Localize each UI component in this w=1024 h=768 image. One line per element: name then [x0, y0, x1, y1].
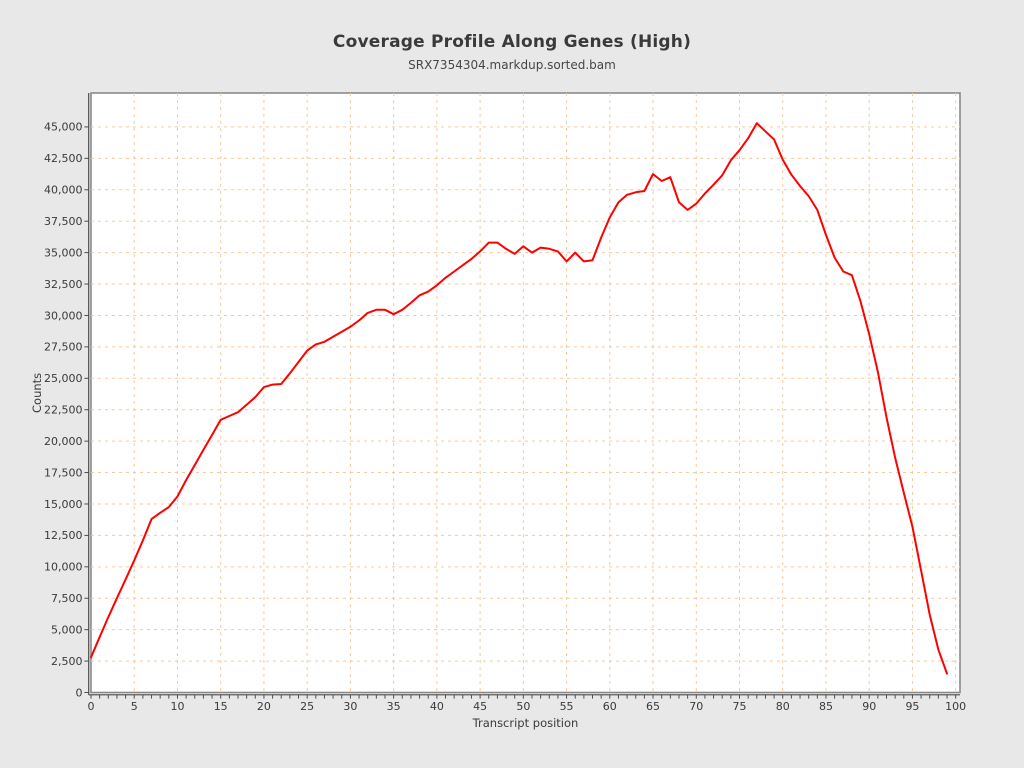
svg-text:35: 35: [387, 700, 401, 713]
svg-text:5: 5: [131, 700, 138, 713]
svg-text:50: 50: [516, 700, 530, 713]
svg-text:20,000: 20,000: [44, 435, 83, 448]
svg-text:25,000: 25,000: [44, 372, 83, 385]
svg-text:0: 0: [76, 686, 83, 699]
svg-text:17,500: 17,500: [44, 466, 83, 479]
svg-text:2,500: 2,500: [51, 655, 83, 668]
svg-text:22,500: 22,500: [44, 404, 83, 417]
x-axis-tick-labels: 0 5 10 15 20 25 30 35 40 45 50 55 60 65 70 75 80 85 90 95 10…: [88, 700, 967, 713]
svg-text:90: 90: [862, 700, 876, 713]
coverage-line: [90, 122, 948, 675]
chart-subtitle: SRX7354304.markdup.sorted.bam: [408, 58, 616, 72]
svg-text:85: 85: [819, 700, 833, 713]
gridlines: [91, 93, 960, 693]
plot-area: [90, 92, 961, 694]
chart-title: Coverage Profile Along Genes (High): [332, 32, 692, 52]
svg-text:27,500: 27,500: [44, 341, 83, 354]
svg-text:45: 45: [473, 700, 487, 713]
svg-text:45,000: 45,000: [44, 121, 83, 134]
svg-text:40: 40: [430, 700, 444, 713]
svg-text:25: 25: [300, 700, 314, 713]
x-axis-title: Transcript position: [472, 716, 579, 730]
svg-text:55: 55: [560, 700, 574, 713]
svg-text:35,000: 35,000: [44, 246, 83, 259]
svg-text:37,500: 37,500: [44, 215, 83, 228]
tick-marks: [84, 126, 957, 699]
svg-text:75: 75: [733, 700, 747, 713]
svg-text:10,000: 10,000: [44, 561, 83, 574]
svg-text:7,500: 7,500: [51, 592, 83, 605]
svg-text:95: 95: [905, 700, 919, 713]
svg-text:0: 0: [88, 700, 95, 713]
svg-text:5,000: 5,000: [51, 623, 83, 636]
svg-text:20: 20: [257, 700, 271, 713]
svg-text:42,500: 42,500: [44, 152, 83, 165]
y-axis-title: Counts: [30, 372, 44, 414]
svg-text:70: 70: [689, 700, 703, 713]
y-axis-tick-labels: 0 2,500 5,000 7,500 10,000 12,500 15,000 17,500…: [44, 121, 83, 700]
svg-text:32,500: 32,500: [44, 278, 83, 291]
svg-text:60: 60: [603, 700, 617, 713]
axis-lines: [88, 93, 960, 696]
svg-text:30: 30: [343, 700, 357, 713]
svg-text:80: 80: [776, 700, 790, 713]
svg-text:30,000: 30,000: [44, 309, 83, 322]
svg-text:15,000: 15,000: [44, 498, 83, 511]
svg-text:40,000: 40,000: [44, 184, 83, 197]
svg-text:100: 100: [945, 700, 966, 713]
svg-text:12,500: 12,500: [44, 529, 83, 542]
svg-text:15: 15: [214, 700, 228, 713]
svg-text:65: 65: [646, 700, 660, 713]
svg-text:10: 10: [170, 700, 184, 713]
